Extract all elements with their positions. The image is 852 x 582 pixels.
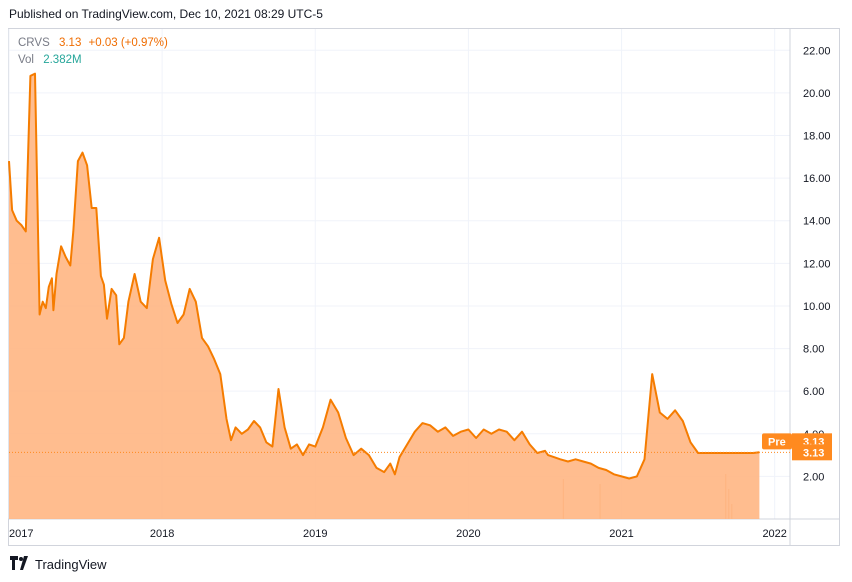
y-tick-label: 18.00 <box>803 131 831 143</box>
y-tick-label: 10.00 <box>803 301 831 313</box>
last-price-value: 3.13 <box>803 447 824 459</box>
footer-brand[interactable]: TradingView <box>10 556 107 573</box>
pre-label: Pre <box>768 436 786 448</box>
symbol-label[interactable]: CRVS <box>18 37 50 49</box>
last-price-badge: 3.13 <box>792 444 832 461</box>
y-tick-label: 12.00 <box>803 258 831 270</box>
y-tick-label: 8.00 <box>803 344 824 356</box>
x-tick-label: 2019 <box>303 528 327 540</box>
y-axis: 2.004.006.008.0010.0012.0014.0016.0018.0… <box>803 45 831 483</box>
price-area <box>9 73 760 519</box>
volume-value: 2.382M <box>43 54 82 66</box>
x-tick-label: 2017 <box>9 528 33 540</box>
brand-name: TradingView <box>35 557 107 572</box>
y-tick-label: 20.00 <box>803 88 831 100</box>
y-tick-label: 2.00 <box>803 471 824 483</box>
change-label: +0.03 (+0.97%) <box>88 37 168 49</box>
x-tick-label: 2021 <box>609 528 633 540</box>
x-axis: 2017 2018 2019 2020 2021 2022 <box>9 528 787 540</box>
tradingview-logo-icon <box>10 556 30 573</box>
x-tick-label: 2018 <box>150 528 174 540</box>
y-tick-label: 16.00 <box>803 173 831 185</box>
price-line <box>8 72 760 480</box>
price-label: 3.13 <box>58 37 82 49</box>
volume-label: Vol <box>18 54 34 66</box>
y-tick-label: 22.00 <box>803 45 831 57</box>
legend: CRVS 3.13 +0.03 (+0.97%) Vol 2.382M <box>18 35 168 69</box>
x-tick-label: 2022 <box>762 528 786 540</box>
y-tick-label: 14.00 <box>803 216 831 228</box>
x-tick-label: 2020 <box>456 528 480 540</box>
published-caption: Published on TradingView.com, Dec 10, 20… <box>9 7 323 21</box>
y-tick-label: 6.00 <box>803 386 824 398</box>
